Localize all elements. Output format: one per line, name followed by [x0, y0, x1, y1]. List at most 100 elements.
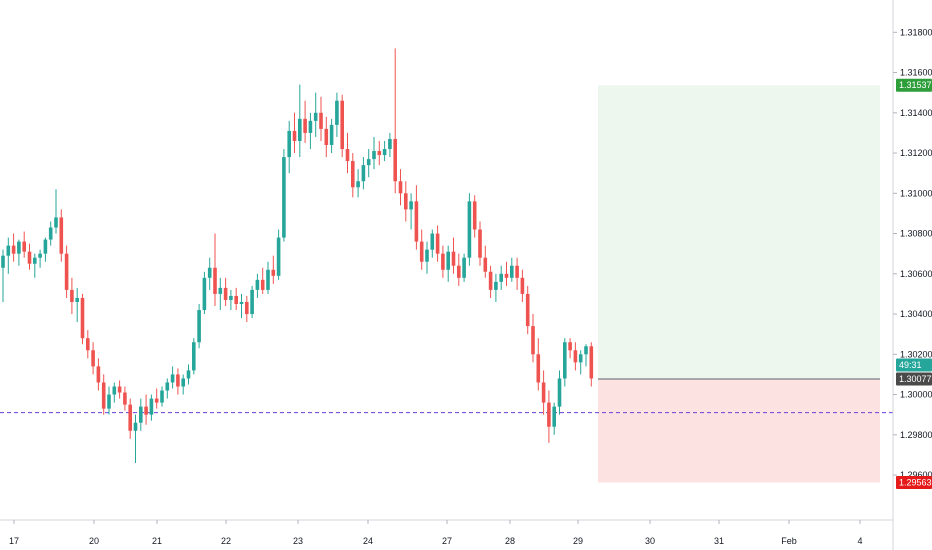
- current-tag-background: [896, 372, 932, 386]
- candle-body: [324, 128, 329, 145]
- candle-body: [525, 293, 530, 327]
- candle-body: [133, 422, 138, 431]
- candle-body: [435, 233, 440, 254]
- time-tick-label: 20: [89, 536, 99, 546]
- candle-body: [202, 277, 207, 311]
- candle-body: [64, 253, 69, 290]
- candle-body: [218, 287, 223, 294]
- candle-body: [48, 227, 53, 240]
- time-tick-label: 21: [152, 536, 162, 546]
- candle-body: [1, 255, 5, 268]
- target-tag-label: 1.31537: [899, 80, 932, 90]
- candle-body: [414, 201, 419, 242]
- candle-body: [80, 297, 85, 339]
- candle-body: [488, 271, 493, 290]
- candle-body: [11, 245, 16, 254]
- candle-body: [345, 149, 350, 162]
- candle-body: [419, 241, 424, 262]
- candle-body: [483, 257, 488, 272]
- candle-body: [197, 310, 201, 343]
- candle-body: [27, 251, 32, 264]
- price-axis[interactable]: 1.31800 1.31600 1.31400 1.31200 1.31000 1.308…: [893, 27, 932, 480]
- price-tick-label: 1.31000: [900, 188, 932, 198]
- candle-body: [154, 398, 159, 403]
- candle-body: [451, 251, 456, 266]
- loss-zone[interactable]: [598, 379, 880, 483]
- candle-body: [96, 366, 101, 383]
- price-tick-label: 1.31200: [900, 148, 932, 158]
- candle-body: [282, 157, 286, 238]
- candle-body: [260, 279, 265, 290]
- current-price-tag: 1.30077: [896, 372, 932, 386]
- candle-body: [308, 120, 313, 133]
- time-tick-label: 22: [221, 536, 231, 546]
- candle-body: [335, 100, 339, 125]
- candle-body: [472, 201, 477, 230]
- time-tick-label: 17: [9, 536, 19, 546]
- candle-body: [388, 138, 392, 150]
- candle-body: [170, 374, 175, 383]
- time-tick-label: 29: [573, 536, 583, 546]
- candle-body: [547, 402, 551, 427]
- price-tick-label: 1.31400: [900, 108, 932, 118]
- current-price-label: 1.30077: [899, 374, 932, 384]
- candle-body: [160, 390, 164, 403]
- candle-body: [356, 181, 360, 188]
- candle-body: [255, 279, 260, 290]
- time-axis[interactable]: 17 20 21 22 23 24 27 28 29 30 31 Feb 4: [9, 520, 863, 546]
- candle-body: [589, 346, 594, 379]
- candle-body: [271, 269, 276, 276]
- candle-body: [494, 281, 498, 290]
- candle-body: [292, 130, 297, 141]
- candle-body: [563, 342, 567, 379]
- candle-body: [510, 265, 514, 278]
- candle-body: [128, 404, 132, 431]
- candle-body: [38, 253, 42, 258]
- price-tick-label: 1.29600: [900, 470, 932, 480]
- candle-body: [123, 392, 127, 405]
- candle-body: [33, 257, 37, 264]
- target-tag-background: [896, 78, 932, 92]
- time-tick-label: 31: [714, 536, 724, 546]
- price-tick-label: 1.30200: [900, 349, 932, 359]
- candle-body: [86, 338, 90, 351]
- candle-body: [393, 138, 397, 182]
- candle-body: [6, 245, 11, 256]
- position-zones: [0, 85, 893, 483]
- price-tick-label: 1.30000: [900, 390, 932, 400]
- candle-body: [186, 370, 191, 379]
- price-tick-label: 1.29800: [900, 430, 932, 440]
- candle-body: [578, 354, 583, 363]
- price-tick-label: 1.31800: [900, 27, 932, 37]
- candle-body: [478, 229, 482, 258]
- candle-body: [584, 346, 588, 355]
- candle-body: [531, 326, 535, 355]
- price-tick-label: 1.30600: [900, 269, 932, 279]
- candle-body: [17, 241, 21, 254]
- candle-body: [520, 277, 525, 294]
- candle-body: [573, 350, 578, 363]
- candle-body: [462, 257, 466, 278]
- profit-zone[interactable]: [598, 85, 880, 380]
- candle-body: [287, 130, 291, 158]
- candle-body: [117, 386, 122, 393]
- time-tick-label: Feb: [781, 536, 797, 546]
- time-tick-label: 4: [857, 536, 862, 546]
- candle-body: [207, 267, 212, 278]
- candle-body: [298, 118, 302, 141]
- candle-body: [22, 241, 26, 252]
- candle-body: [552, 406, 556, 427]
- countdown-tag-background: [896, 358, 932, 372]
- stop-tag-label: 1.29563: [899, 477, 932, 487]
- target-price-tag: 1.31537: [896, 78, 932, 92]
- stop-tag-background: [896, 475, 932, 489]
- candle-body: [59, 217, 64, 254]
- price-tags: 1.31537 49:31 1.30077 1.29563: [896, 78, 932, 489]
- candle-body: [250, 289, 254, 315]
- candle-body: [245, 301, 249, 315]
- candle-body: [176, 374, 180, 387]
- candle-body: [536, 354, 541, 383]
- candle-body: [75, 297, 79, 302]
- candle-body: [213, 267, 217, 294]
